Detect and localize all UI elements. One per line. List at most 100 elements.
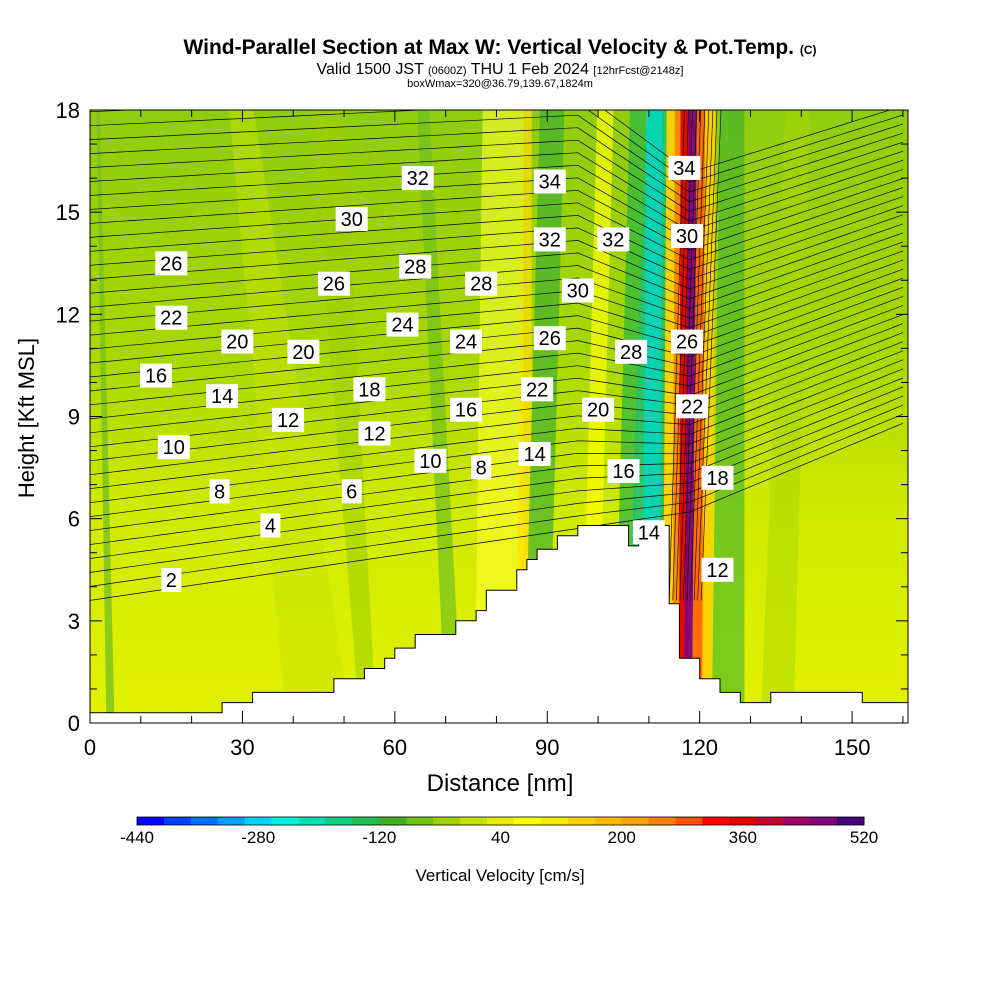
isentrope-2 [90,404,904,573]
contour-label-text: 14 [638,522,660,544]
contour-label-bg [399,254,432,279]
isentrope-26 [90,187,904,261]
contour-label-bg [701,465,734,490]
contour-label-16: 28 [399,254,432,279]
contour-label-14: 24 [386,312,419,337]
isentrope-29 [90,159,904,232]
contour-label-0: 2 [161,568,182,592]
contour-label-2: 6 [341,479,362,504]
contour-label-bg [701,557,734,582]
contour-label-bg [471,455,492,480]
contour-label-bg [533,227,566,252]
contour-label-text: 22 [526,379,548,401]
isentrope-9 [90,341,904,476]
colorbar-swatch-20 [675,817,703,825]
box-info: boxWmax=320@36.79,139.67,1824m [407,78,593,90]
contour-label-17: 30 [335,207,368,231]
colorbar: -440 -280 -120 40 200 360 520 [120,816,878,847]
colorbar-swatch-23 [756,817,784,825]
contour-label-24: 14 [518,442,551,466]
colorbar-swatch-18 [621,817,650,825]
colorbar-swatch-15 [540,817,569,825]
contour-label-15: 26 [317,271,350,296]
contour-label-text: 16 [455,400,477,422]
contour-label-bg [157,435,190,460]
contour-label-28: 34 [533,169,566,194]
isentrope-0 [90,422,904,601]
isentrope-19 [90,250,904,336]
colorbar-swatch-16 [567,817,596,825]
contour-label-39: 30 [671,224,703,248]
colorbar-swatch-5 [271,817,300,825]
contour-label-text: 32 [407,168,429,190]
contour-label-bg [358,421,391,446]
colorbar-swatch-10 [406,817,434,825]
colorbar-swatch-7 [325,817,353,825]
forecast-info: [12hrFcst@2148z] [593,65,684,77]
contour-label-3: 8 [209,479,230,504]
contour-label-text: 32 [602,229,624,251]
contour-label-21: 16 [450,397,482,422]
contour-label-36: 18 [701,465,734,490]
steep-isentrope-6 [690,110,710,601]
contour-label-bg [521,377,554,402]
contour-label-bg [414,448,447,473]
colorbar-swatch-0 [137,817,165,825]
chart-subtitle: Valid 1500 JST (0600Z) THU 1 Feb 2024 [1… [0,61,1000,79]
steep-isentrope-2 [676,110,693,601]
velocity-band-18 [760,110,810,723]
colorbar-swatch-22 [729,817,757,825]
contour-label-31: 32 [597,227,630,252]
colorbar-tick-label: 200 [608,828,636,847]
contour-label-text: 10 [419,451,441,473]
y-tick-label: 12 [56,302,80,327]
colorbar-swatch-4 [244,817,273,825]
contour-label-6: 14 [206,384,239,409]
contour-label-text: 28 [404,257,426,279]
colorbar-swatch-26 [837,817,865,825]
contour-label-text: 22 [681,396,703,418]
contour-label-bg [676,394,709,419]
contour-label-text: 26 [539,328,561,350]
contour-label-1: 4 [260,513,281,538]
y-tick-label: 6 [68,507,80,532]
contour-label-bg [632,520,665,545]
contour-label-bg [597,227,630,252]
contour-label-33: 16 [607,459,640,483]
colorbar-swatch-3 [217,817,246,825]
contour-label-bg [155,251,188,276]
contour-label-34: 14 [632,520,665,545]
isentrope-27 [90,178,904,251]
steep-isentrope-5 [686,110,706,601]
contour-label-bg [607,459,640,483]
contour-label-text: 34 [673,158,695,180]
valid-time: Valid 1500 JST [316,61,424,78]
steep-isentrope-3 [679,110,697,601]
contour-label-text: 12 [363,424,385,446]
contour-label-10: 26 [155,251,188,276]
contour-label-bg [155,305,188,330]
contour-label-bg [209,479,230,504]
x-tick-label: 60 [383,735,407,760]
y-tick-label: 3 [68,609,80,634]
contour-label-40: 34 [668,155,701,180]
contour-label-bg [465,271,498,296]
contour-label-13: 12 [358,421,391,446]
isentrope-8 [90,350,904,490]
isentrope-1 [90,413,904,587]
contour-label-12: 18 [353,377,386,402]
velocity-band-2 [310,110,377,723]
colorbar-swatch-24 [783,817,811,825]
colorbar-tick-label: -440 [120,828,154,847]
isentrope-35 [90,110,892,173]
x-axis-label: Distance [nm] [427,770,574,797]
contour-label-text: 10 [163,437,185,459]
contour-label-text: 24 [391,315,413,337]
contour-label-bg [671,329,703,354]
isentrope-16 [90,277,904,378]
colorbar-swatch-21 [702,817,730,825]
steep-isentrope-9 [700,110,722,601]
contour-label-18: 32 [401,166,434,191]
contour-label-bg [582,397,615,422]
contour-label-bg [401,166,434,191]
